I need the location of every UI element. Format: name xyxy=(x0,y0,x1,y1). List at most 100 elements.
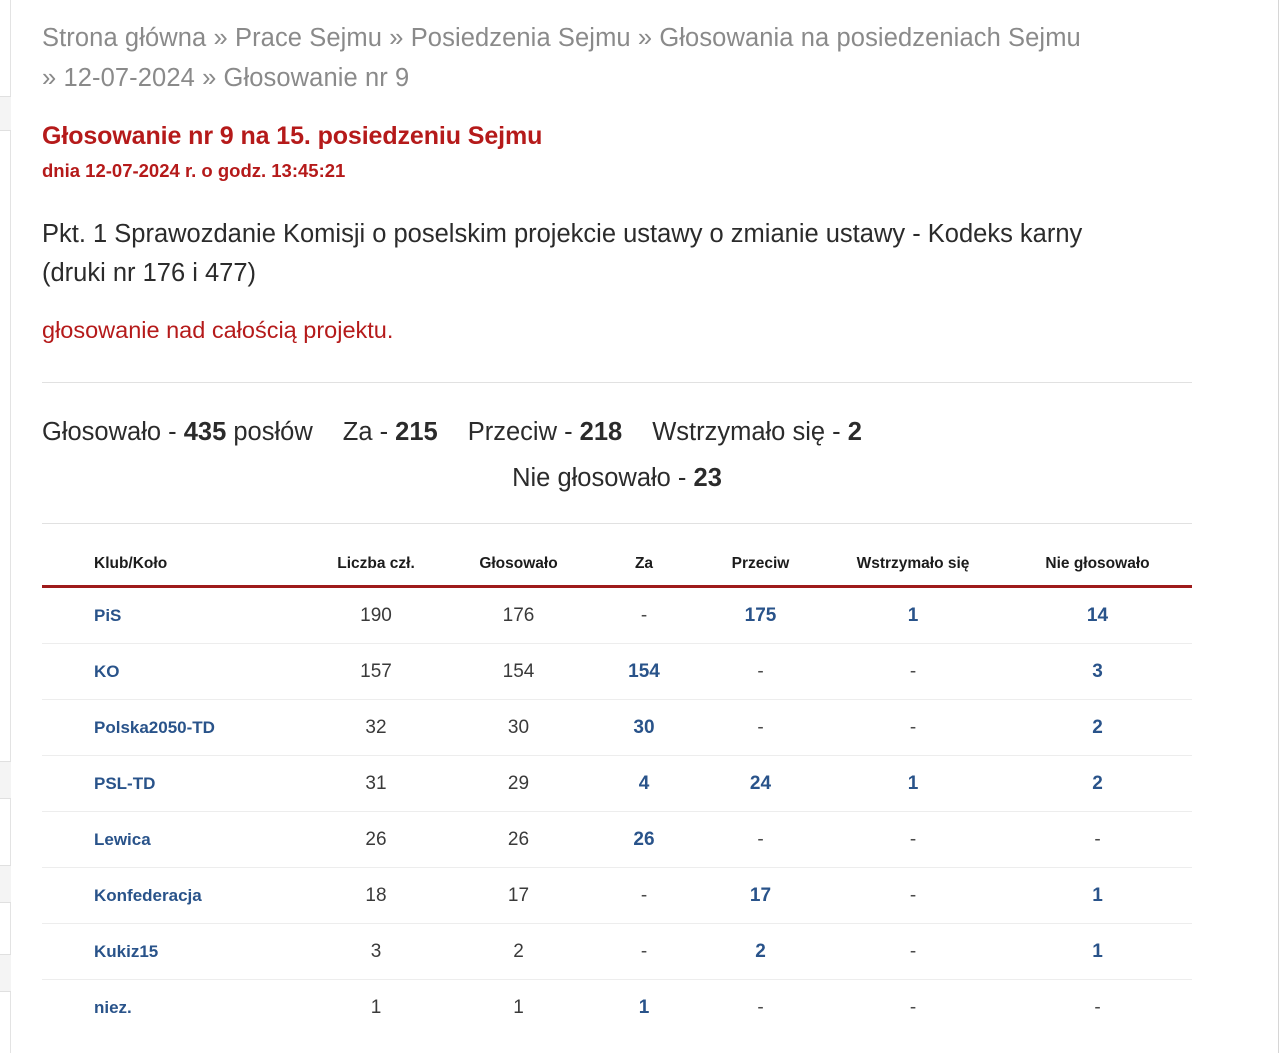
value-for-link[interactable]: 26 xyxy=(633,829,655,851)
table-row: niez. 1 1 1 - - - xyxy=(42,980,1192,1036)
value-members: 31 xyxy=(365,773,387,795)
table-row: Konfederacja 18 17 - 17 - 1 xyxy=(42,867,1192,925)
cell-against: - xyxy=(698,980,823,1036)
cell-novote: 1 xyxy=(1003,867,1192,925)
cell-members: 32 xyxy=(305,699,447,757)
rail-divider xyxy=(0,902,11,903)
rail-divider xyxy=(0,761,11,762)
summary-stat-3: Wstrzymało się - 2 xyxy=(652,409,862,455)
value-empty-dash: - xyxy=(757,829,764,851)
cell-voted: 30 xyxy=(447,699,590,757)
value-voted: 17 xyxy=(507,885,530,907)
cell-novote: 1 xyxy=(1003,923,1192,981)
summary-line-secondary: Nie głosowało - 23 xyxy=(42,455,1192,501)
value-against-link[interactable]: 24 xyxy=(749,773,772,795)
club-link[interactable]: Konfederacja xyxy=(94,886,202,906)
cell-for: 4 xyxy=(590,755,698,813)
column-header-members: Liczba czł. xyxy=(305,541,447,589)
cell-club: Kukiz15 xyxy=(42,923,305,981)
table-header-row: Klub/Koło Liczba czł. Głosowało Za Przec… xyxy=(42,541,1192,589)
table-body: PiS 190 176-175 1 14 KO 157 154 154- -3 Polska2050… xyxy=(42,586,1192,1036)
summary-value: 435 xyxy=(183,418,227,447)
summary-label: Wstrzymało się - xyxy=(652,418,848,447)
summary-label: Przeciw - xyxy=(467,418,580,447)
cell-for: 30 xyxy=(590,699,698,757)
table-row: PiS 190 176 - 175 1 14 xyxy=(42,586,1192,645)
club-link[interactable]: KO xyxy=(94,662,120,682)
value-empty-dash: - xyxy=(640,941,648,963)
cell-club: PSL-TD xyxy=(42,755,305,813)
club-link[interactable]: Lewica xyxy=(94,830,151,850)
value-empty-dash: - xyxy=(909,717,917,739)
value-for-link[interactable]: 4 xyxy=(638,773,650,795)
cell-abstain: 1 xyxy=(823,755,1003,813)
value-novote-link[interactable]: 3 xyxy=(1092,661,1103,683)
breadcrumb[interactable]: Strona główna » Prace Sejmu » Posiedzeni… xyxy=(42,24,1081,92)
value-empty-dash: - xyxy=(757,717,764,739)
cell-voted: 29 xyxy=(447,755,590,813)
value-against-link[interactable]: 17 xyxy=(749,885,772,907)
divider-above-summary xyxy=(42,382,1192,384)
value-empty-dash: - xyxy=(909,997,917,1019)
cell-novote: 2 xyxy=(1003,755,1192,813)
cell-against: - xyxy=(698,699,823,757)
value-for-link[interactable]: 30 xyxy=(633,717,655,739)
value-voted: 30 xyxy=(507,717,530,739)
value-for-link[interactable]: 1 xyxy=(638,997,650,1019)
cell-members: 26 xyxy=(305,811,447,869)
value-novote-link[interactable]: 1 xyxy=(1092,941,1103,963)
value-voted: 154 xyxy=(502,661,535,683)
cell-against: - xyxy=(698,643,823,701)
value-against-link[interactable]: 2 xyxy=(755,941,766,963)
cell-for: - xyxy=(590,586,698,645)
club-link[interactable]: Kukiz15 xyxy=(94,942,159,962)
cell-abstain: 1 xyxy=(823,586,1003,645)
cell-abstain: - xyxy=(823,699,1003,757)
rail-divider xyxy=(0,798,11,799)
cell-club: Polska2050-TD xyxy=(42,699,305,757)
club-link[interactable]: PSL-TD xyxy=(94,774,156,794)
value-novote-link[interactable]: 14 xyxy=(1086,605,1109,627)
value-novote-link[interactable]: 2 xyxy=(1092,717,1103,739)
club-link[interactable]: PiS xyxy=(94,606,122,626)
rail-block xyxy=(0,762,11,798)
value-abstain-link[interactable]: 1 xyxy=(907,605,919,627)
cell-voted: 176 xyxy=(447,586,590,645)
divider-below-summary xyxy=(42,523,1192,525)
vote-summary: Głosowało - 435 posłów Za - 215 Przeciw - … xyxy=(42,383,1192,523)
summary-value: 2 xyxy=(847,418,862,447)
value-empty-dash: - xyxy=(909,661,917,683)
value-empty-dash: - xyxy=(909,941,917,963)
cell-novote: 2 xyxy=(1003,699,1192,757)
column-header-for: Za xyxy=(590,541,698,589)
rail-divider xyxy=(0,991,11,992)
cell-voted: 17 xyxy=(447,867,590,925)
vote-scope-label: głosowanie nad całością projektu. xyxy=(42,316,394,343)
value-for-link[interactable]: 154 xyxy=(628,661,660,683)
cell-abstain: - xyxy=(823,811,1003,869)
cell-voted: 2 xyxy=(447,923,590,981)
summary-stat-2: Przeciw - 218 xyxy=(468,409,622,455)
value-abstain-link[interactable]: 1 xyxy=(907,773,919,795)
page-container: Strona główna » Prace Sejmu » Posiedzeni… xyxy=(11,0,1273,1053)
page-title: Głosowanie nr 9 na 15. posiedzeniu Sejmu xyxy=(42,122,543,150)
window-right-edge xyxy=(1278,0,1279,1053)
value-against-link[interactable]: 175 xyxy=(744,605,777,627)
club-link[interactable]: Polska2050-TD xyxy=(94,718,215,738)
value-novote-link[interactable]: 2 xyxy=(1092,773,1103,795)
club-link[interactable]: niez. xyxy=(94,998,132,1018)
cell-for: 154 xyxy=(590,643,698,701)
cell-for: - xyxy=(590,923,698,981)
column-header-club: Klub/Koło xyxy=(42,541,305,589)
cell-against: 24 xyxy=(698,755,823,813)
summary-value: 218 xyxy=(579,418,623,447)
summary-label: Nie głosowało - xyxy=(512,464,694,493)
value-empty-dash: - xyxy=(757,661,764,683)
value-novote-link[interactable]: 1 xyxy=(1092,885,1103,907)
cell-against: 2 xyxy=(698,923,823,981)
value-empty-dash: - xyxy=(1094,997,1101,1019)
cell-voted: 154 xyxy=(447,643,590,701)
value-empty-dash: - xyxy=(640,605,648,627)
page-subtitle-datetime: dnia 12-07-2024 r. o godz. 13:45:21 xyxy=(42,159,346,181)
cell-club: PiS xyxy=(42,586,305,645)
